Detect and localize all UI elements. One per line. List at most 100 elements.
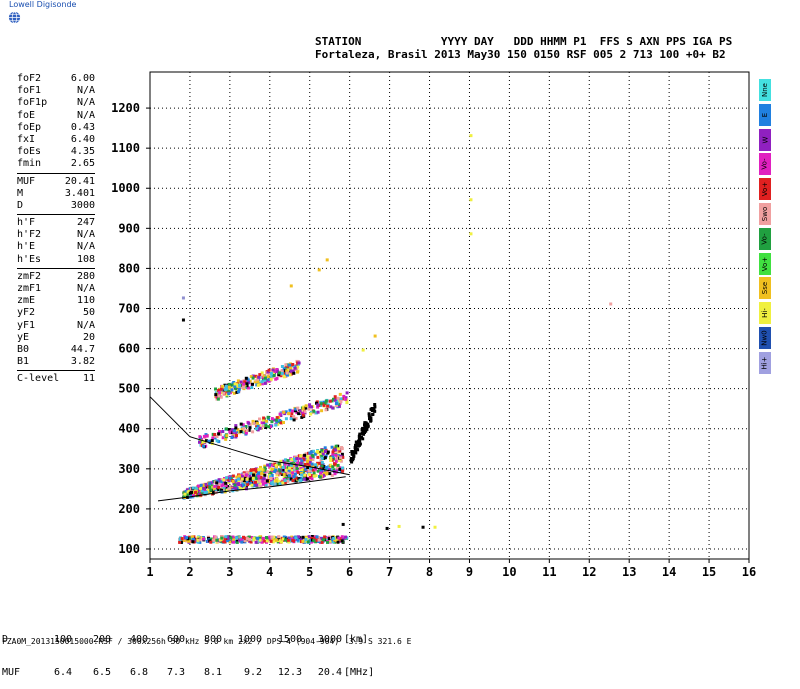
legend-swatch: Sse [759,277,771,300]
echo-point [320,409,324,413]
x-tick-label: 6 [346,565,353,579]
echo-point [256,380,260,384]
echo-point [245,379,248,383]
echo-point [331,540,335,544]
echo-point [371,412,375,416]
echo-point [259,485,263,489]
echo-point [261,424,265,428]
echo-point [333,448,337,452]
echo-point [299,471,303,475]
echo-point [293,472,297,476]
echo-point [268,535,272,539]
echo-point [318,475,322,479]
echo-point [240,477,244,481]
echo-point [293,466,297,470]
x-tick-label: 8 [426,565,433,579]
echo-point [289,471,293,475]
echo-point [321,452,325,456]
echo-point [291,363,295,366]
echo-point [249,471,253,475]
echo-point [227,382,231,386]
echo-traces [178,134,613,544]
echo-point [243,486,247,490]
echo-point [312,471,316,475]
distance-value: 1000 [237,634,262,645]
echo-point [231,487,235,491]
echo-point [237,479,241,483]
echo-point [212,490,216,494]
echo-point [258,382,262,386]
echo-point [350,450,354,454]
legend-label: Vo+ [761,181,769,197]
echo-point [278,469,282,473]
echo-point [345,391,349,395]
echo-point [333,462,337,466]
echo-point [299,454,303,458]
echo-point [219,395,223,399]
echo-point [199,486,202,490]
echo-point [237,477,241,481]
echo-point [256,424,260,428]
echo-point [366,423,370,426]
echo-point [234,387,238,391]
echo-point [216,397,220,401]
echo-point [231,428,234,432]
echo-point [220,536,224,540]
echo-point [281,481,285,485]
echo-point [217,478,221,482]
echo-point [215,538,219,542]
echo-point [303,477,307,481]
echo-point [227,480,231,484]
echo-point [310,462,314,466]
echo-point [277,537,281,541]
echo-point [266,470,270,474]
echo-point [344,396,348,400]
param-name: foF1p [17,97,48,109]
echo-point [354,440,358,444]
echo-point [336,450,340,454]
profile-curve [157,476,346,502]
echo-point [316,410,320,414]
echo-point [224,489,228,493]
echo-point [324,408,328,412]
y-tick-label: 100 [118,542,140,556]
echo-point [223,540,227,544]
echo-point [278,482,282,486]
echo-point [248,423,252,426]
echo-point [310,477,314,481]
echo-point [244,485,248,489]
echo-point [277,373,281,377]
echo-point [303,462,307,466]
echo-point [263,473,267,477]
echo-point [246,483,250,487]
echo-point [287,469,291,473]
echo-point [320,456,324,460]
param-value: 0.43 [70,121,95,133]
echo-point [221,488,225,492]
echo-point [247,428,251,432]
legend-swatch: Hi+ [759,351,771,374]
param-name: M [17,187,24,199]
param-row: B1 3.82 [17,356,95,368]
echo-point [205,439,208,443]
echo-point [274,423,278,427]
param-name: h'F2 [17,229,42,241]
echo-point [210,490,214,494]
panel-separator [17,172,95,174]
echo-point [385,526,389,530]
echo-point [254,470,258,474]
echo-point [197,484,201,488]
echo-point [310,474,314,478]
echo-point [265,539,269,543]
echo-point [304,467,308,471]
param-row: zmF1 N/A [17,283,95,295]
echo-point [275,420,279,424]
echo-point [306,459,309,463]
echo-point [234,487,237,490]
echo-point [331,455,335,459]
echo-point [363,423,366,427]
echo-point [275,471,279,475]
echo-point [298,409,302,413]
param-name: foF2 [17,73,42,84]
echo-point [267,379,271,383]
